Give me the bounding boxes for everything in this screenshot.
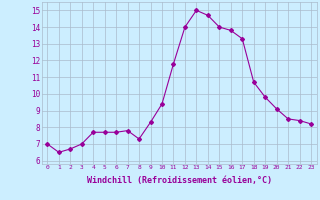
X-axis label: Windchill (Refroidissement éolien,°C): Windchill (Refroidissement éolien,°C) — [87, 176, 272, 185]
